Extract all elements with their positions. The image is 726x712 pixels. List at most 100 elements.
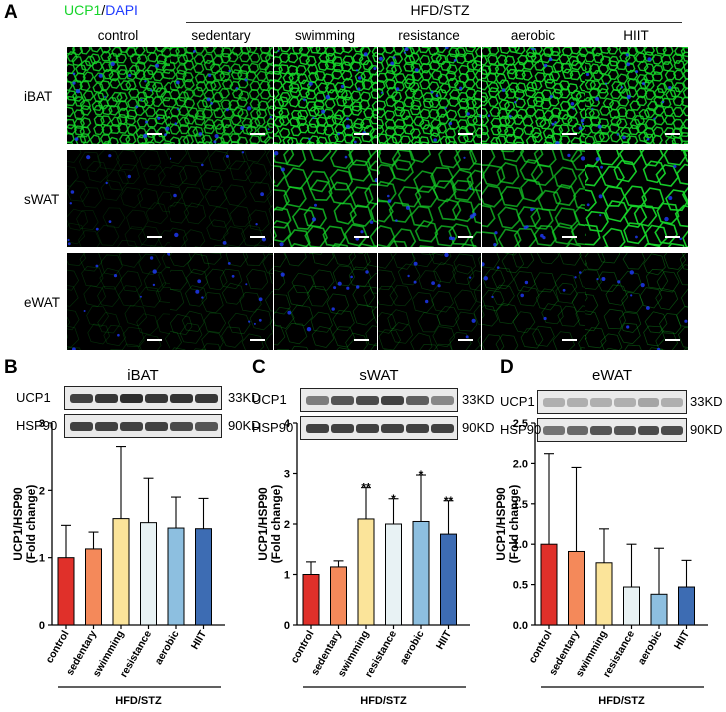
row-label-ewat: eWAT: [24, 295, 60, 310]
y-axis-label: UCP1/HSP90(Fold change): [256, 485, 283, 564]
group-label-a: HFD/STZ: [410, 2, 470, 18]
micrograph-swat-aerobic: [482, 150, 585, 247]
y-tick-label: 4: [284, 418, 291, 430]
micrograph-ibat-resistance: [378, 47, 481, 144]
blot-band: [195, 394, 218, 403]
y-tick-label: 0: [39, 620, 45, 632]
bar-HIIT: [195, 528, 212, 626]
blot-band: [661, 426, 683, 435]
blot-band: [614, 426, 636, 435]
blot-band: [381, 424, 404, 433]
bar-control: [540, 543, 558, 626]
protein-label-hsp90: HSP90: [252, 420, 294, 435]
micrograph-ibat-control: [67, 47, 170, 144]
blot-band: [590, 426, 612, 435]
scale-bar: [562, 133, 577, 135]
group-label: HFD/STZ: [360, 695, 407, 707]
bar-chart-ibat: UCP1/HSP90(Fold change)0123controlsedent…: [11, 418, 225, 707]
bar-HIIT: [440, 533, 457, 626]
protein-label-ucp1: UCP1: [252, 392, 287, 407]
blot-band: [145, 422, 168, 431]
bar-sedentary: [330, 566, 347, 626]
blot-band: [331, 424, 354, 433]
stain-legend: UCP1/DAPI: [64, 2, 138, 18]
x-tick-label: aerobic: [153, 628, 182, 666]
y-tick-label: 2: [284, 519, 290, 531]
row-label-ibat: iBAT: [24, 89, 53, 104]
blot-ewat-hsp90: [537, 418, 687, 442]
blot-band: [306, 424, 329, 433]
y-axis-label-line: UCP1/HSP90: [11, 487, 25, 561]
y-tick-label: 2: [39, 485, 45, 497]
group-label: HFD/STZ: [115, 695, 162, 707]
stain-green-label: UCP1: [64, 2, 102, 18]
significance-mark: *: [391, 492, 396, 506]
scale-bar: [354, 339, 369, 341]
y-axis-label-line: UCP1/HSP90: [256, 487, 270, 561]
blot-band: [356, 396, 379, 405]
blot-ibat-ucp1: [64, 386, 222, 410]
micrograph-swat-sedentary: [170, 150, 273, 247]
blot-band: [170, 422, 193, 431]
column-label-2: swimming: [294, 28, 355, 43]
blot-band: [406, 396, 429, 405]
micrograph-swat-swimming: [274, 150, 377, 247]
y-tick-label: 1: [39, 553, 45, 565]
scale-bar: [147, 339, 162, 341]
scale-bar: [458, 236, 473, 238]
stain-blue-label: DAPI: [105, 2, 138, 18]
scale-bar: [458, 339, 473, 341]
blot-swat-ucp1: [300, 388, 458, 412]
blot-title-swat: sWAT: [359, 367, 399, 384]
y-tick-label: 2.5: [513, 418, 528, 430]
scale-bar: [562, 236, 577, 238]
scale-bar: [147, 133, 162, 135]
stain-separator: /: [101, 2, 106, 18]
blot-band: [590, 398, 612, 407]
y-tick-label: 1.5: [513, 499, 528, 511]
kd-label-ucp1: 33KD: [690, 394, 723, 409]
blot-band: [637, 426, 660, 435]
blot-band: [566, 426, 589, 435]
bar-swimming: [357, 518, 375, 626]
blot-band: [70, 422, 93, 431]
blot-band: [431, 396, 454, 405]
significance-mark: *: [419, 468, 424, 482]
blot-band: [170, 394, 193, 403]
blot-band: [95, 394, 118, 403]
micrograph-ewat-aerobic: [482, 253, 585, 350]
blot-band: [381, 396, 404, 405]
kd-label-ucp1: 33KD: [462, 392, 495, 407]
blot-band: [120, 394, 143, 403]
micrograph-ewat-control: [67, 253, 170, 350]
y-tick-label: 0: [284, 620, 290, 632]
y-axis-label-line: UCP1/HSP90: [494, 487, 508, 561]
column-label-0: control: [97, 28, 139, 43]
blot-band: [195, 422, 218, 431]
protein-label-ucp1: UCP1: [16, 390, 51, 405]
blot-band: [306, 396, 329, 405]
significance-mark: **: [361, 481, 371, 495]
micrograph-ewat-HIIT: [585, 253, 688, 350]
scale-bar: [250, 236, 265, 238]
column-label-1: sedentary: [191, 28, 251, 43]
x-tick-label: HIIT: [672, 628, 693, 652]
bar-sedentary: [85, 548, 102, 626]
y-tick-label: 0.0: [513, 620, 528, 632]
bar-control: [302, 574, 320, 626]
bar-swimming: [595, 562, 613, 626]
scale-bar: [665, 236, 680, 238]
blot-band: [431, 424, 454, 433]
column-label-5: HIIT: [623, 28, 649, 43]
micrograph-ewat-swimming: [274, 253, 377, 350]
y-tick-label: 1: [284, 570, 290, 582]
protein-label-hsp90: HSP90: [16, 418, 58, 433]
row-label-swat: sWAT: [24, 192, 60, 207]
micrograph-ibat-HIIT: [585, 47, 688, 144]
blot-band: [120, 422, 143, 431]
scale-bar: [562, 339, 577, 341]
x-tick-label: aerobic: [636, 628, 665, 666]
x-tick-label: aerobic: [398, 628, 427, 666]
bar-HIIT: [678, 586, 695, 626]
blot-band: [356, 424, 379, 433]
